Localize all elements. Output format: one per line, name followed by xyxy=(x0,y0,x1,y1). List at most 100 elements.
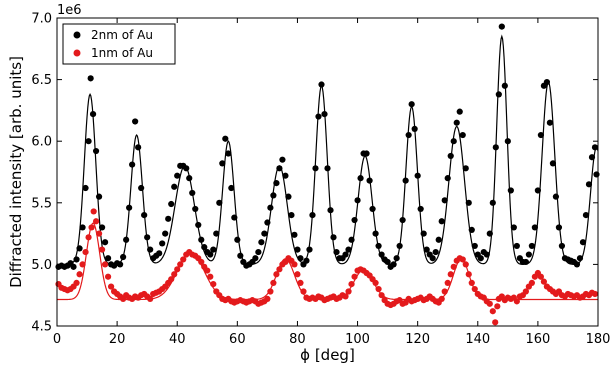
data-point-s0-31 xyxy=(147,246,154,253)
data-point-s0-54 xyxy=(216,199,223,206)
data-point-s0-135 xyxy=(459,131,466,139)
data-point-s0-103 xyxy=(363,150,370,157)
data-point-s0-60 xyxy=(234,236,241,243)
data-point-s1-42 xyxy=(180,256,187,263)
data-point-s0-9 xyxy=(82,184,89,192)
data-point-s1-11 xyxy=(88,224,95,231)
data-point-s0-78 xyxy=(288,212,295,219)
data-point-s0-131 xyxy=(447,152,454,160)
data-point-s0-150 xyxy=(504,138,511,145)
data-point-s0-91 xyxy=(327,207,334,214)
legend-marker-1nm xyxy=(73,49,81,57)
y-tick-label: 5.5 xyxy=(31,196,52,211)
data-point-s0-11 xyxy=(87,75,94,82)
data-point-s1-16 xyxy=(101,261,109,268)
data-points xyxy=(55,23,600,326)
data-point-s0-149 xyxy=(501,82,508,89)
data-point-s0-40 xyxy=(174,172,181,179)
data-point-s0-163 xyxy=(543,78,551,86)
data-point-s0-147 xyxy=(495,91,502,98)
data-point-s1-81 xyxy=(297,279,304,286)
y-axis-ticks: 4.5 5.0 5.5 6.0 6.5 7.0 xyxy=(31,12,598,335)
data-point-s0-22 xyxy=(120,253,127,261)
data-point-s1-8 xyxy=(79,261,86,268)
data-point-s1-132 xyxy=(450,263,457,270)
data-point-s1-96 xyxy=(342,293,349,300)
data-point-s0-69 xyxy=(261,230,268,237)
data-point-s0-61 xyxy=(237,252,244,259)
data-point-s0-14 xyxy=(95,193,103,200)
data-point-s0-75 xyxy=(279,156,286,163)
data-point-s0-144 xyxy=(486,230,493,237)
x-tick-label: 160 xyxy=(525,332,550,347)
data-point-s1-98 xyxy=(348,281,355,288)
data-point-s1-131 xyxy=(447,271,454,278)
x-tick-label: 60 xyxy=(229,332,246,347)
y-offset-label: 1e6 xyxy=(57,3,82,18)
data-point-s0-118 xyxy=(408,101,415,108)
data-point-s0-158 xyxy=(528,242,535,250)
data-point-s1-10 xyxy=(85,234,92,241)
data-point-s1-41 xyxy=(177,261,184,268)
data-point-s0-165 xyxy=(549,160,557,167)
data-point-s1-40 xyxy=(174,266,181,273)
data-point-s0-16 xyxy=(101,239,109,246)
data-point-s1-136 xyxy=(462,261,469,268)
y-tick-label: 6.0 xyxy=(31,135,52,150)
y-tick-label: 7.0 xyxy=(31,12,52,27)
data-point-s1-80 xyxy=(294,271,301,278)
data-point-s0-71 xyxy=(267,204,274,211)
data-point-s0-85 xyxy=(309,212,316,219)
fit-curve-0 xyxy=(57,34,599,265)
data-point-s0-84 xyxy=(306,246,313,253)
data-point-s0-146 xyxy=(492,144,499,151)
legend-label-2nm: 2nm of Au xyxy=(91,28,153,42)
data-point-s0-46 xyxy=(192,205,199,213)
data-point-s0-93 xyxy=(333,248,340,256)
data-point-s0-90 xyxy=(324,165,331,172)
data-point-s0-55 xyxy=(219,160,226,167)
x-tick-label: 0 xyxy=(53,332,61,347)
data-point-s0-143 xyxy=(483,251,490,258)
data-point-s0-157 xyxy=(525,251,532,258)
data-point-s1-13 xyxy=(92,218,100,225)
data-point-s1-71 xyxy=(267,288,274,295)
data-point-s0-56 xyxy=(222,135,229,142)
data-point-s0-136 xyxy=(462,165,469,172)
data-point-s0-26 xyxy=(132,118,139,125)
data-point-s1-139 xyxy=(471,285,478,293)
data-point-s0-177 xyxy=(585,181,593,188)
data-point-s0-114 xyxy=(396,242,403,250)
data-point-s1-106 xyxy=(372,279,379,286)
data-point-s1-14 xyxy=(95,230,103,237)
data-point-s0-175 xyxy=(579,239,587,246)
data-point-s0-167 xyxy=(555,224,563,231)
data-point-s1-51 xyxy=(207,273,214,280)
data-point-s0-45 xyxy=(189,189,196,197)
data-point-s1-7 xyxy=(76,271,83,278)
data-point-s0-129 xyxy=(441,197,448,204)
legend-label-1nm: 1nm of Au xyxy=(91,46,153,60)
data-point-s0-168 xyxy=(558,242,566,250)
y-axis-label: Diffracted intensity [arb. units] xyxy=(7,56,25,288)
data-point-s0-133 xyxy=(453,119,460,126)
data-point-s1-147 xyxy=(494,303,501,310)
data-point-s0-66 xyxy=(252,255,259,262)
data-point-s0-97 xyxy=(345,246,352,253)
data-point-s0-117 xyxy=(405,131,412,139)
data-point-s1-163 xyxy=(540,278,548,285)
data-point-s0-48 xyxy=(198,236,205,243)
data-point-s0-79 xyxy=(291,231,298,238)
data-point-s0-112 xyxy=(390,261,397,268)
data-point-s1-82 xyxy=(300,288,307,295)
data-point-s0-12 xyxy=(89,111,97,118)
data-point-s1-145 xyxy=(489,308,496,315)
y-tick-label: 4.5 xyxy=(31,320,52,335)
data-point-s0-128 xyxy=(438,218,445,225)
data-point-s1-74 xyxy=(276,266,283,273)
data-point-s1-12 xyxy=(90,208,97,215)
data-point-s0-67 xyxy=(255,248,262,256)
data-point-s0-159 xyxy=(531,224,538,231)
data-point-s0-107 xyxy=(375,242,382,250)
data-point-s0-72 xyxy=(270,192,277,199)
